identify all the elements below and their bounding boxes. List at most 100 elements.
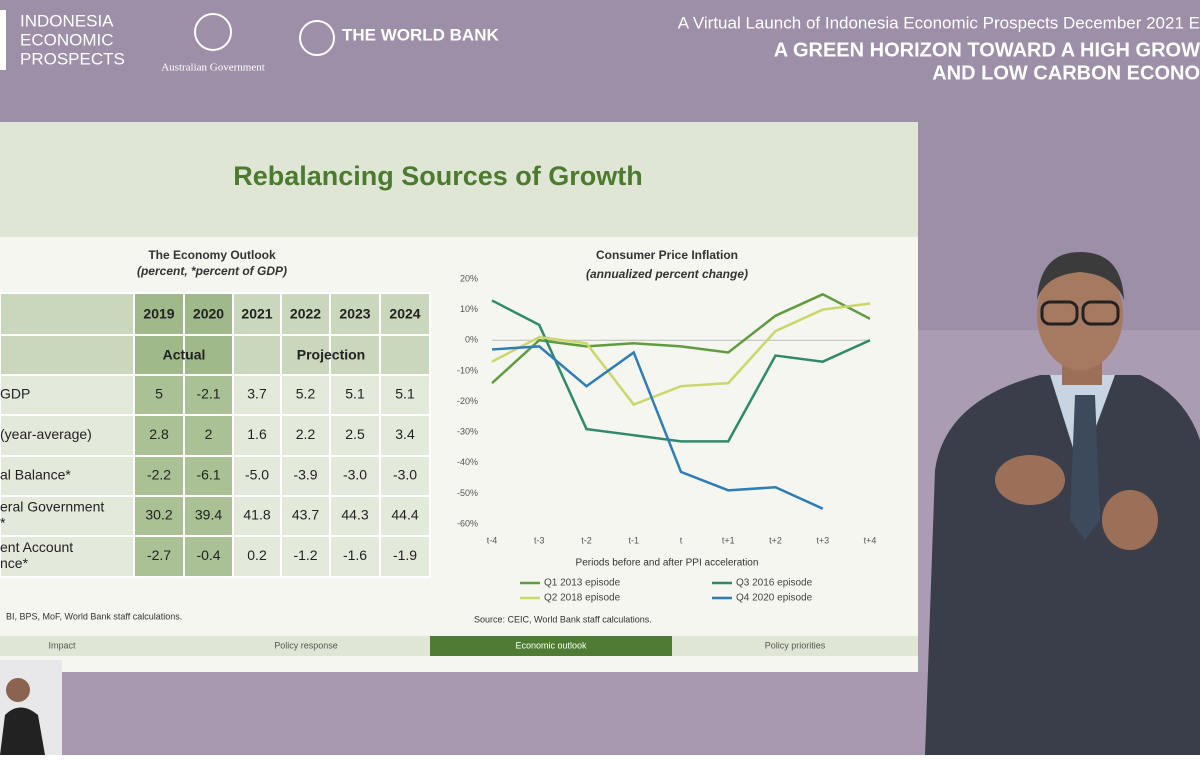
slide-title-band: [0, 122, 918, 237]
table-cell: [133, 535, 185, 578]
x-tick-label: t-1: [628, 535, 639, 545]
table-cell: [280, 292, 331, 336]
group-header: Actual: [163, 347, 206, 363]
crest: [194, 13, 232, 51]
x-tick-label: t: [680, 535, 683, 545]
table-cell: [183, 292, 234, 336]
row-label: al Balance*: [0, 467, 71, 483]
year-header: 2024: [389, 306, 420, 322]
year-header: 2022: [290, 306, 321, 322]
x-tick-label: t-4: [487, 535, 498, 545]
year-header: 2023: [339, 306, 370, 322]
logo-text: PROSPECTS: [20, 49, 125, 68]
table-cell: [379, 495, 431, 537]
table-subtitle: (percent, *percent of GDP): [137, 264, 287, 278]
row-label: eral Government: [0, 499, 104, 515]
table-cell: [133, 414, 185, 457]
table-cell: [329, 374, 381, 416]
table-value: -6.1: [196, 467, 220, 483]
table-value: 5.1: [395, 386, 415, 402]
table-cell: [379, 292, 431, 336]
y-tick-label: 10%: [460, 304, 478, 314]
table-cell: [232, 374, 282, 416]
x-tick-label: t-2: [581, 535, 592, 545]
table-value: 44.3: [341, 507, 368, 523]
table-cell: [379, 374, 431, 416]
table-value: -1.2: [293, 547, 317, 563]
nav-tab: Policy response: [274, 640, 338, 650]
year-header: 2020: [193, 306, 224, 322]
x-tick-label: t+2: [769, 535, 782, 545]
row-label: ent Account: [0, 539, 73, 555]
nav-tab: Economic outlook: [515, 640, 587, 650]
table-value: -2.1: [196, 386, 220, 402]
logo-text: ECONOMIC: [20, 30, 114, 49]
row-label: nce*: [0, 555, 29, 571]
table-cell: [280, 535, 331, 578]
bank-name: THE WORLD BANK: [342, 25, 499, 44]
interpreter-inset: [0, 660, 62, 755]
nav-active: [430, 636, 672, 656]
x-axis-label: Periods before and after PPI acceleratio…: [576, 558, 759, 569]
table-value: -3.0: [393, 467, 417, 483]
presenter: [925, 252, 1200, 755]
x-tick-label: t+3: [816, 535, 829, 545]
headline: A GREEN HORIZON TOWARD A HIGH GROW: [774, 39, 1200, 61]
table-cell: [232, 334, 282, 376]
table-value: -1.9: [393, 547, 417, 563]
event-title: A Virtual Launch of Indonesia Economic P…: [678, 13, 1200, 32]
table-value: -5.0: [245, 467, 269, 483]
chart-subtitle: (annualized percent change): [586, 267, 748, 281]
table-cell: [0, 334, 135, 376]
row-label: (year-average): [0, 426, 92, 442]
series-line: [491, 345, 824, 510]
table-value: 44.4: [391, 507, 418, 523]
partner: Australian Government: [161, 62, 265, 74]
year-header: 2021: [241, 306, 272, 322]
legend-label: Q3 2016 episode: [736, 578, 813, 589]
row-label: *: [0, 515, 6, 531]
table-value: 2.8: [149, 426, 169, 442]
table-value: 3.7: [247, 386, 267, 402]
headline: AND LOW CARBON ECONO: [932, 62, 1200, 84]
slide-title: Rebalancing Sources of Growth: [233, 161, 643, 191]
chart-source: Source: CEIC, World Bank staff calculati…: [474, 614, 652, 624]
table-value: 43.7: [292, 507, 319, 523]
table-cell: [133, 495, 185, 537]
table-cell: [379, 535, 431, 578]
row-label: GDP: [0, 386, 30, 402]
table-value: -3.9: [293, 467, 317, 483]
x-tick-label: t+1: [722, 535, 735, 545]
legend-label: Q2 2018 episode: [544, 593, 621, 604]
logo-bar: [0, 10, 6, 70]
table-cell: [280, 374, 331, 416]
y-tick-label: -20%: [457, 396, 478, 406]
table-value: -2.7: [147, 547, 171, 563]
series-line: [491, 302, 871, 407]
nav-tab: Policy priorities: [765, 640, 826, 650]
table-value: 3.4: [395, 426, 415, 442]
y-tick-label: -60%: [457, 518, 478, 528]
y-tick-label: -30%: [457, 427, 478, 437]
table-source: BI, BPS, MoF, World Bank staff calculati…: [6, 611, 182, 621]
table-value: 2.2: [296, 426, 316, 442]
table-value: 41.8: [243, 507, 270, 523]
bank-logo: [299, 20, 335, 56]
x-tick-label: t+4: [864, 535, 877, 545]
y-tick-label: 20%: [460, 273, 478, 283]
chart-title: Consumer Price Inflation: [596, 248, 738, 262]
y-tick-label: -10%: [457, 365, 478, 375]
table-value: 5.1: [345, 386, 365, 402]
table-cell: [329, 495, 381, 537]
y-tick-label: 0%: [465, 335, 478, 345]
y-tick-label: -50%: [457, 488, 478, 498]
table-title: The Economy Outlook: [148, 248, 276, 262]
table-value: 5: [155, 386, 163, 402]
table-value: -2.2: [147, 467, 171, 483]
table-value: 2: [205, 426, 213, 442]
table-cell: [379, 334, 431, 376]
table-value: 0.2: [247, 547, 267, 563]
table-cell: [379, 455, 431, 497]
x-tick-label: t-3: [534, 535, 545, 545]
table-cell: [183, 535, 234, 578]
